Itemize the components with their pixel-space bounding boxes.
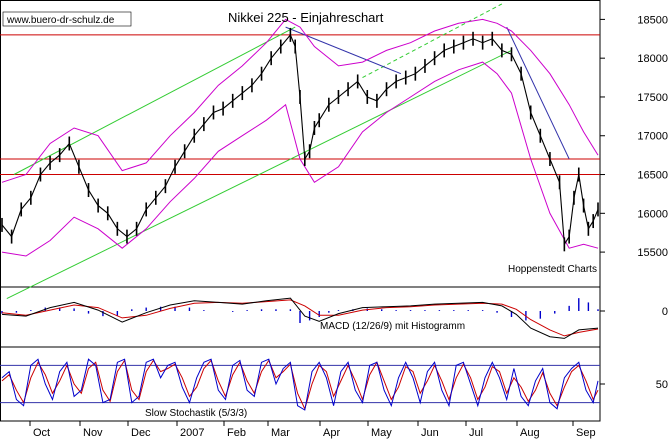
y-tick-label: 18000 (637, 53, 668, 65)
downtrend-line (506, 26, 570, 160)
horizontal-resistance-lines (0, 34, 600, 176)
x-tick-label: Mar (271, 427, 290, 439)
y-tick-label: 16500 (637, 170, 668, 182)
x-tick-label: Oct (33, 427, 50, 439)
stochastic-k-line (1, 358, 599, 411)
channel-upper-line (13, 26, 296, 175)
y-tick-label: 0 (662, 306, 668, 318)
y-axis-ticks: 18500 18000 17500 17000 16500 16000 15500 0 50 (600, 14, 668, 391)
chart-frame (0, 0, 601, 422)
y-tick-label: 17000 (637, 131, 668, 143)
price-line (1, 33, 599, 247)
stochastic-d-line (1, 359, 599, 411)
x-tick-label: Nov (83, 427, 103, 439)
x-tick-label: Jun (421, 427, 439, 439)
x-tick-label: Aug (520, 427, 540, 439)
trend-channel-lines (6, 3, 570, 300)
x-tick-label: Dec (131, 427, 151, 439)
source-label: www.buero-dr-schulz.de (6, 15, 115, 26)
x-tick-label: Jul (469, 427, 483, 439)
plot-border (0, 0, 601, 422)
chart-title: Nikkei 225 - Einjahreschart (228, 10, 384, 25)
stochastic-label: Slow Stochastik (5/3/3) (145, 408, 247, 419)
downtrend-line (285, 26, 402, 75)
x-tick-label: Sep (576, 427, 596, 439)
y-tick-label: 15500 (637, 247, 668, 259)
x-tick-label: May (371, 427, 392, 439)
bollinger-lower-band (1, 61, 599, 257)
y-tick-label: 16000 (637, 208, 668, 220)
bollinger-upper-band (1, 18, 599, 183)
macd-line (1, 297, 599, 339)
macd-signal-line (1, 299, 599, 337)
source-label-box (2, 11, 132, 27)
chart-credit: Hoppenstedt Charts (508, 264, 597, 275)
stochastic-panel (0, 358, 600, 411)
channel-upper-extension (362, 3, 503, 79)
x-tick-label: Apr (323, 427, 340, 439)
x-tick-label: 2007 (180, 427, 204, 439)
y-tick-label: 17500 (637, 92, 668, 104)
x-axis-ticks: Oct Nov Dec 2007 Feb Mar Apr May Jun Jul Aug Sep (29, 421, 596, 439)
y-tick-label: 18500 (637, 14, 668, 26)
channel-lower-line (6, 49, 512, 300)
y-tick-label: 50 (656, 379, 668, 391)
price-series (1, 27, 599, 252)
macd-panel (1, 297, 599, 339)
macd-label: MACD (12/26/9) mit Histogramm (320, 321, 465, 332)
x-tick-label: Feb (227, 427, 246, 439)
bollinger-bands (1, 18, 599, 257)
